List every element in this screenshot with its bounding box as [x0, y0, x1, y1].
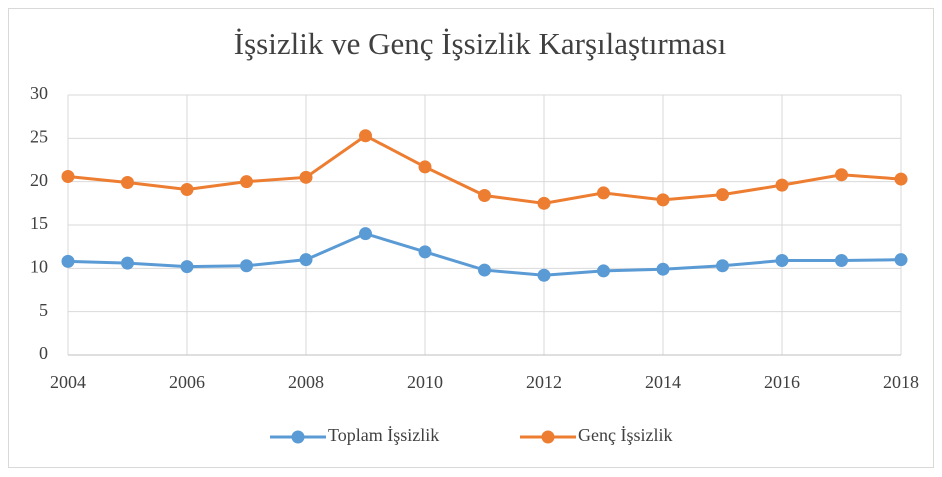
x-tick-label: 2014 — [645, 372, 681, 392]
x-tick-label: 2004 — [50, 372, 86, 392]
data-point — [775, 178, 789, 192]
data-point — [656, 262, 670, 276]
data-point — [597, 264, 610, 278]
y-tick-label: 25 — [30, 126, 48, 146]
y-tick-label: 15 — [30, 213, 48, 233]
data-point — [240, 175, 253, 189]
data-point — [359, 227, 372, 241]
data-point — [121, 176, 134, 190]
y-tick-label: 0 — [39, 343, 48, 363]
data-point — [894, 253, 908, 267]
x-tick-label: 2010 — [407, 372, 443, 392]
data-point — [835, 254, 848, 268]
x-tick-label: 2006 — [169, 372, 205, 392]
data-point — [537, 268, 551, 282]
data-point — [61, 254, 75, 268]
data-point — [299, 253, 313, 267]
data-point — [478, 189, 491, 203]
data-point — [775, 254, 789, 268]
data-point — [894, 172, 908, 186]
data-point — [121, 256, 134, 270]
data-point — [716, 188, 729, 202]
data-point — [240, 259, 253, 273]
data-point — [299, 170, 313, 184]
chart-title: İşsizlik ve Genç İşsizlik Karşılaştırmas… — [234, 26, 727, 61]
data-point — [537, 196, 551, 210]
data-point — [656, 193, 670, 207]
chart-frame — [8, 8, 934, 468]
y-tick-label: 30 — [30, 83, 48, 103]
data-point — [716, 259, 729, 273]
y-tick-label: 20 — [30, 170, 48, 190]
y-tick-label: 10 — [30, 256, 48, 276]
legend-label: Toplam İşsizlik — [328, 425, 439, 445]
data-point — [597, 186, 610, 200]
x-tick-label: 2008 — [288, 372, 324, 392]
data-point — [835, 168, 848, 182]
data-point — [359, 129, 372, 143]
data-point — [418, 245, 432, 259]
x-tick-label: 2018 — [883, 372, 919, 392]
data-point — [180, 182, 194, 196]
data-point — [478, 263, 491, 277]
data-point — [61, 169, 75, 183]
data-point — [180, 260, 194, 274]
data-point — [418, 160, 432, 174]
legend-marker — [541, 430, 555, 444]
legend-label: Genç İşsizlik — [578, 425, 672, 445]
x-tick-label: 2012 — [526, 372, 562, 392]
y-tick-label: 5 — [39, 300, 48, 320]
legend-marker — [291, 430, 305, 444]
x-tick-label: 2016 — [764, 372, 800, 392]
